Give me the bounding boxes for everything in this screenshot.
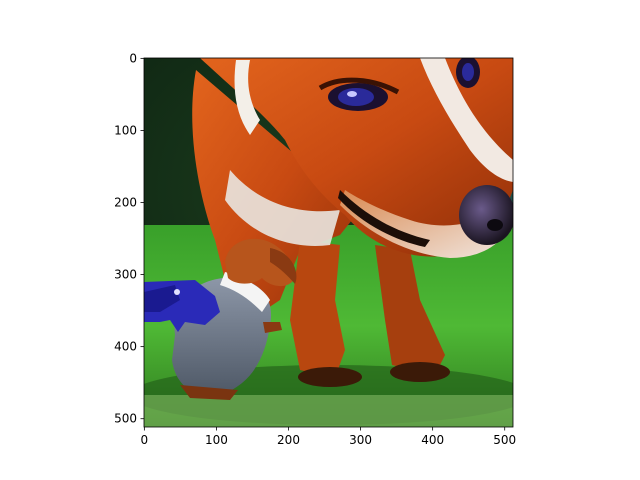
y-tick-label: 400 — [114, 340, 137, 354]
dog-portrait-image — [144, 58, 513, 427]
y-tick-label: 100 — [114, 123, 137, 137]
x-tick-label: 200 — [277, 433, 300, 447]
y-tick-label: 500 — [114, 412, 137, 426]
y-tick-label: 0 — [129, 51, 137, 65]
x-tick-label: 500 — [493, 433, 516, 447]
x-tick-label: 400 — [421, 433, 444, 447]
y-axis: 0 100 200 300 400 500 — [114, 51, 144, 426]
x-tick-label: 0 — [141, 433, 149, 447]
axes-frame — [143, 57, 514, 428]
x-tick-label: 300 — [349, 433, 372, 447]
y-tick-label: 200 — [114, 196, 137, 210]
y-tick-label: 300 — [114, 268, 137, 282]
x-axis: 0 100 200 300 400 500 — [141, 427, 516, 447]
x-tick-label: 100 — [205, 433, 228, 447]
